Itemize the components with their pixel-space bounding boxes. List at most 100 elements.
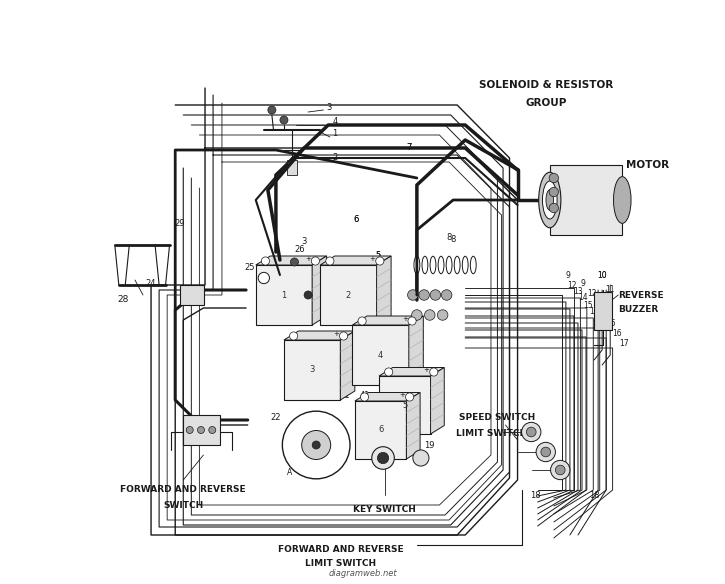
Text: 19: 19: [423, 440, 434, 450]
Circle shape: [549, 203, 558, 213]
Ellipse shape: [438, 256, 444, 274]
Polygon shape: [256, 256, 327, 265]
Text: +: +: [370, 256, 376, 262]
Text: 4: 4: [378, 350, 384, 360]
Circle shape: [521, 422, 541, 442]
Text: 17: 17: [595, 314, 605, 322]
Circle shape: [282, 411, 350, 479]
Ellipse shape: [463, 256, 468, 274]
Text: 8: 8: [447, 234, 452, 242]
Circle shape: [378, 453, 389, 464]
Text: 9: 9: [581, 279, 585, 287]
Text: 7: 7: [406, 144, 412, 152]
Polygon shape: [409, 316, 423, 385]
Text: LIMIT SWITCHES: LIMIT SWITCHES: [455, 429, 539, 437]
Circle shape: [550, 460, 570, 479]
Text: +: +: [423, 367, 429, 373]
Polygon shape: [352, 325, 409, 385]
Circle shape: [408, 317, 416, 325]
Circle shape: [372, 447, 394, 470]
Text: 10: 10: [597, 270, 607, 280]
Text: 16: 16: [589, 308, 599, 317]
Circle shape: [437, 310, 448, 320]
Circle shape: [339, 332, 348, 340]
Text: 11: 11: [605, 286, 615, 294]
Circle shape: [412, 310, 422, 320]
Circle shape: [268, 106, 276, 114]
Circle shape: [407, 290, 418, 300]
Circle shape: [549, 187, 558, 197]
Text: 12: 12: [587, 288, 597, 297]
Text: A: A: [287, 468, 292, 477]
Circle shape: [258, 272, 270, 284]
Ellipse shape: [546, 190, 554, 210]
Text: 5: 5: [376, 251, 381, 259]
Circle shape: [326, 257, 334, 265]
Circle shape: [302, 430, 331, 460]
Text: -: -: [386, 367, 389, 373]
Polygon shape: [320, 256, 391, 265]
Text: 15: 15: [584, 301, 593, 310]
Text: 29: 29: [174, 218, 184, 228]
Text: 2: 2: [346, 290, 351, 300]
Text: 13: 13: [593, 298, 603, 308]
Text: 4: 4: [332, 117, 338, 127]
Text: 22: 22: [270, 413, 281, 422]
Ellipse shape: [414, 256, 420, 274]
Text: FORWARD AND REVERSE: FORWARD AND REVERSE: [278, 545, 403, 554]
Text: 18: 18: [589, 491, 600, 499]
Circle shape: [197, 426, 204, 433]
Polygon shape: [340, 331, 355, 400]
Text: 5: 5: [376, 251, 381, 259]
Bar: [287, 160, 297, 175]
Circle shape: [360, 393, 368, 401]
Text: 25: 25: [244, 263, 254, 273]
Text: 1: 1: [332, 130, 338, 138]
Circle shape: [312, 441, 320, 449]
Text: 18: 18: [530, 491, 540, 499]
Text: +: +: [305, 256, 311, 262]
Polygon shape: [431, 367, 444, 434]
Text: -: -: [262, 256, 265, 262]
Ellipse shape: [455, 256, 460, 274]
Text: GROUP: GROUP: [525, 98, 566, 108]
Text: +: +: [334, 331, 339, 337]
Circle shape: [261, 257, 270, 265]
Polygon shape: [312, 256, 327, 325]
Text: 9: 9: [566, 270, 571, 280]
Text: 14: 14: [578, 294, 588, 303]
Text: 26: 26: [295, 245, 305, 255]
Circle shape: [289, 332, 298, 340]
Text: diagramweb.net: diagramweb.net: [328, 569, 397, 578]
Text: MOTOR: MOTOR: [626, 160, 669, 170]
Ellipse shape: [446, 256, 452, 274]
Circle shape: [413, 450, 429, 466]
Polygon shape: [376, 256, 391, 325]
Text: 8: 8: [450, 235, 456, 245]
Text: 3: 3: [302, 238, 307, 246]
Text: 20: 20: [363, 447, 374, 457]
Text: 10: 10: [597, 270, 607, 280]
Text: LIMIT SWITCH: LIMIT SWITCH: [304, 558, 376, 568]
Circle shape: [376, 257, 384, 265]
Text: 41: 41: [360, 391, 370, 399]
Polygon shape: [355, 392, 420, 401]
Polygon shape: [407, 392, 420, 459]
Polygon shape: [352, 316, 423, 325]
Circle shape: [186, 426, 194, 433]
Text: 6: 6: [378, 426, 384, 434]
Text: 28: 28: [117, 296, 128, 304]
Bar: [183, 415, 220, 445]
Bar: [594, 292, 612, 330]
Circle shape: [358, 317, 366, 325]
Text: 15: 15: [606, 318, 616, 328]
Polygon shape: [256, 265, 312, 325]
Text: 14: 14: [600, 308, 609, 318]
Text: FORWARD AND REVERSE: FORWARD AND REVERSE: [120, 485, 246, 495]
Ellipse shape: [542, 181, 557, 219]
Text: 2: 2: [332, 154, 338, 162]
Text: -: -: [362, 392, 364, 398]
Text: 12: 12: [568, 280, 577, 290]
Text: REVERSE: REVERSE: [618, 290, 664, 300]
Circle shape: [291, 258, 299, 266]
